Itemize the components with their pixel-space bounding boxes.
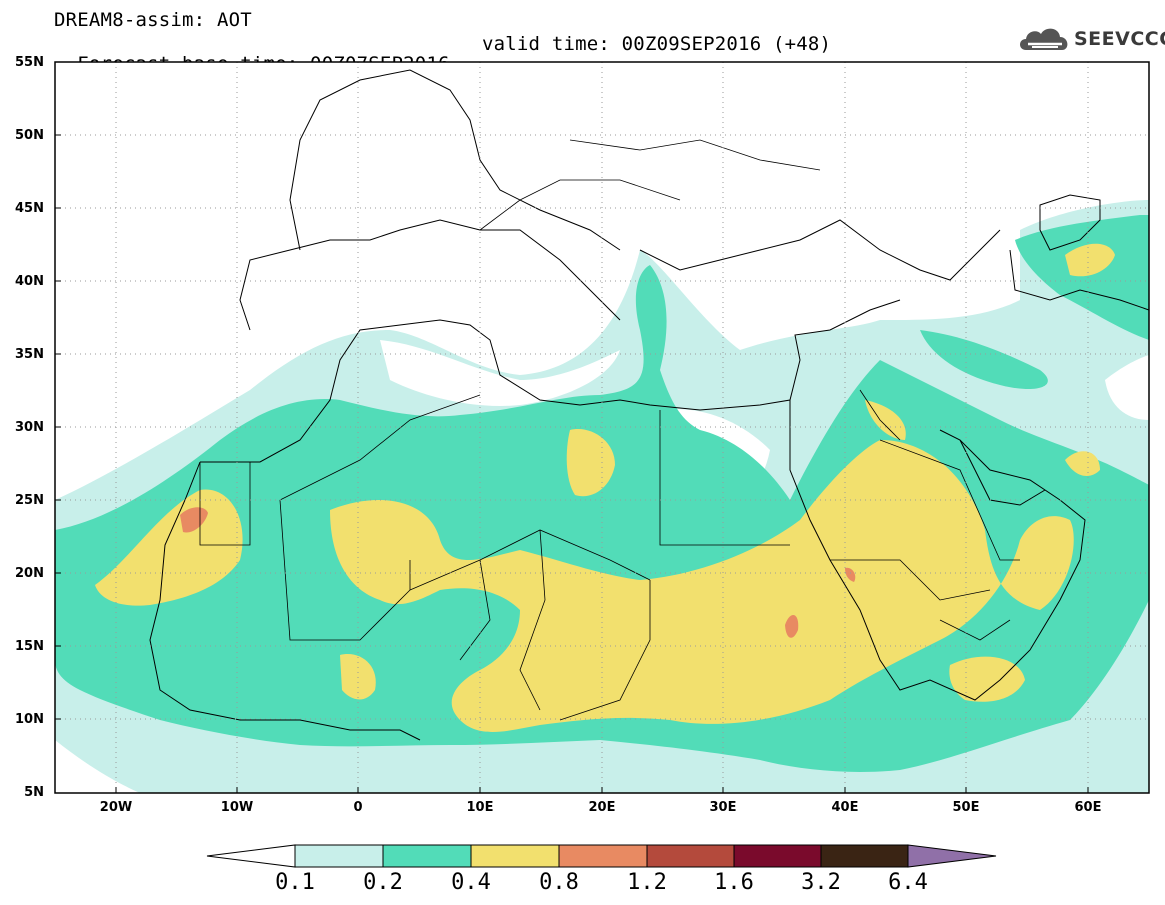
lat-label-55n: 55N: [0, 55, 44, 70]
colorbar-swatch-3-2: [821, 845, 908, 867]
lat-label-10n: 10N: [0, 712, 44, 727]
colorbar-swatch-0-8: [559, 845, 647, 867]
colorbar-swatch-0-1: [295, 845, 383, 867]
colorbar-over-arrow: [908, 845, 996, 867]
lon-label-30e: 30E: [698, 800, 748, 815]
lon-label-60e: 60E: [1063, 800, 1113, 815]
colorbar-label-6-4: 6.4: [878, 870, 938, 895]
colorbar-swatch-1-2: [647, 845, 734, 867]
lat-label-5n: 5N: [0, 785, 44, 800]
lat-label-50n: 50N: [0, 128, 44, 143]
lat-label-20n: 20N: [0, 566, 44, 581]
colorbar-label-3-2: 3.2: [791, 870, 851, 895]
lat-label-15n: 15N: [0, 639, 44, 654]
lon-label-10w: 10W: [212, 800, 262, 815]
aot-field: [55, 62, 1149, 793]
colorbar-label-0-8: 0.8: [529, 870, 589, 895]
colorbar-label-1-2: 1.2: [617, 870, 677, 895]
lon-label-0: 0: [333, 800, 383, 815]
colorbar-swatch-0-2: [383, 845, 471, 867]
lat-label-35n: 35N: [0, 347, 44, 362]
colorbar-label-0-4: 0.4: [441, 870, 501, 895]
lon-label-20e: 20E: [577, 800, 627, 815]
colorbar-label-0-2: 0.2: [353, 870, 413, 895]
lon-label-50e: 50E: [941, 800, 991, 815]
lat-label-30n: 30N: [0, 420, 44, 435]
colorbar: [207, 845, 996, 867]
colorbar-swatch-0-4: [471, 845, 559, 867]
lon-label-10e: 10E: [455, 800, 505, 815]
colorbar-under-arrow: [207, 845, 295, 867]
lon-label-40e: 40E: [820, 800, 870, 815]
lat-label-45n: 45N: [0, 201, 44, 216]
lat-label-40n: 40N: [0, 274, 44, 289]
lat-label-25n: 25N: [0, 493, 44, 508]
colorbar-swatch-1-6: [734, 845, 821, 867]
colorbar-label-1-6: 1.6: [704, 870, 764, 895]
lon-label-20w: 20W: [91, 800, 141, 815]
colorbar-label-0-1: 0.1: [265, 870, 325, 895]
